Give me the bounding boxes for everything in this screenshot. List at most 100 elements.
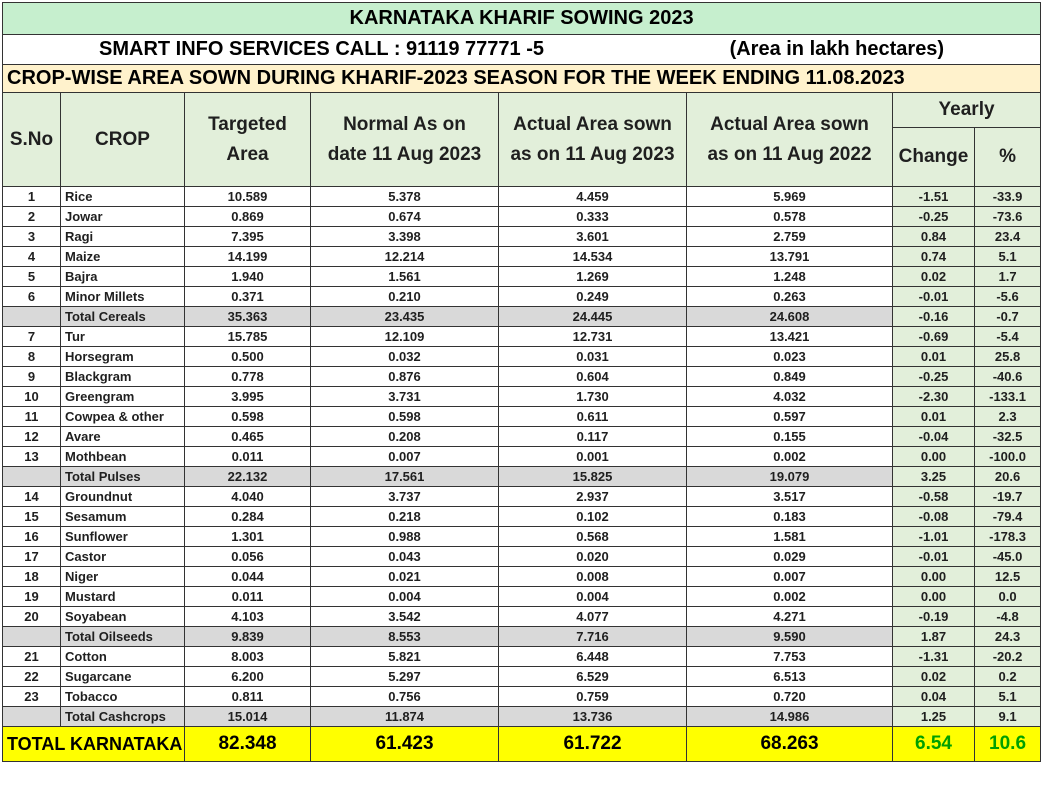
row-normal: 3.542 <box>310 606 499 627</box>
row-normal: 0.043 <box>310 546 499 567</box>
row-sno: 19 <box>2 586 61 607</box>
row-actual-2023: 0.102 <box>498 506 687 527</box>
row-actual-2022: 13.791 <box>686 246 893 267</box>
row-pct: 20.6 <box>973 466 1042 487</box>
row-sno: 16 <box>2 526 61 547</box>
row-normal: 5.821 <box>310 646 499 667</box>
row-crop: Cotton <box>60 646 185 667</box>
table-row: 17 Castor 0.056 0.043 0.020 0.029 -0.01 -45.0 <box>2 546 1042 567</box>
table-row: 11 Cowpea & other 0.598 0.598 0.611 0.597 0.01… <box>2 406 1042 427</box>
table-row: 3 Ragi 7.395 3.398 3.601 2.759 0.84 23.4 <box>2 226 1042 247</box>
row-sno: 23 <box>2 686 61 707</box>
table-row: 2 Jowar 0.869 0.674 0.333 0.578 -0.25 -73.6 <box>2 206 1042 227</box>
row-actual-2022: 0.002 <box>686 446 893 467</box>
row-actual-2022: 19.079 <box>686 466 893 487</box>
row-sno: 21 <box>2 646 61 667</box>
row-targeted: 9.839 <box>184 626 311 647</box>
row-actual-2022: 9.590 <box>686 626 893 647</box>
row-actual-2023: 0.604 <box>498 366 687 387</box>
row-change: 3.25 <box>892 466 975 487</box>
row-normal: 5.378 <box>310 186 499 207</box>
row-actual-2023: 3.601 <box>498 226 687 247</box>
row-targeted: 0.778 <box>184 366 311 387</box>
row-crop: Niger <box>60 566 185 587</box>
row-actual-2023: 0.001 <box>498 446 687 467</box>
row-pct: 9.1 <box>973 706 1042 727</box>
col-header-targeted: Targeted Area <box>184 92 311 187</box>
row-actual-2022: 1.248 <box>686 266 893 287</box>
row-crop: Sunflower <box>60 526 185 547</box>
row-actual-2022: 0.597 <box>686 406 893 427</box>
row-targeted: 0.056 <box>184 546 311 567</box>
table-row: 20 Soyabean 4.103 3.542 4.077 4.271 -0.19 -4.8 <box>2 606 1042 627</box>
table-row: 15 Sesamum 0.284 0.218 0.102 0.183 -0.08 -79.4 <box>2 506 1042 527</box>
row-targeted: 3.995 <box>184 386 311 407</box>
row-crop: Total Pulses <box>60 466 185 487</box>
row-sno: 22 <box>2 666 61 687</box>
row-normal: 0.988 <box>310 526 499 547</box>
row-sno: 10 <box>2 386 61 407</box>
table-row: 8 Horsegram 0.500 0.032 0.031 0.023 0.01 25.8 <box>2 346 1042 367</box>
row-actual-2022: 4.032 <box>686 386 893 407</box>
row-actual-2022: 0.029 <box>686 546 893 567</box>
row-pct: -178.3 <box>973 526 1042 547</box>
row-sno: 7 <box>2 326 61 347</box>
row-pct: -5.4 <box>973 326 1042 347</box>
row-change: 0.84 <box>892 226 975 247</box>
row-normal: 1.561 <box>310 266 499 287</box>
row-change: -0.25 <box>892 366 975 387</box>
row-normal: 12.214 <box>310 246 499 267</box>
row-actual-2022: 6.513 <box>686 666 893 687</box>
row-crop: Maize <box>60 246 185 267</box>
row-crop: Avare <box>60 426 185 447</box>
row-crop: Mustard <box>60 586 185 607</box>
row-crop: Mothbean <box>60 446 185 467</box>
row-targeted: 15.785 <box>184 326 311 347</box>
subtotal-row: Total Pulses 22.132 17.561 15.825 19.079 3.25… <box>2 466 1042 487</box>
row-actual-2023: 7.716 <box>498 626 687 647</box>
grand-total-actual-2023: 61.722 <box>498 726 687 762</box>
row-change: 1.87 <box>892 626 975 647</box>
row-targeted: 0.598 <box>184 406 311 427</box>
row-targeted: 10.589 <box>184 186 311 207</box>
row-normal: 0.208 <box>310 426 499 447</box>
row-actual-2023: 1.730 <box>498 386 687 407</box>
table-row: 18 Niger 0.044 0.021 0.008 0.007 0.00 12.5 <box>2 566 1042 587</box>
row-targeted: 35.363 <box>184 306 311 327</box>
row-sno: 5 <box>2 266 61 287</box>
row-actual-2023: 1.269 <box>498 266 687 287</box>
row-crop: Bajra <box>60 266 185 287</box>
row-change: -0.58 <box>892 486 975 507</box>
row-crop: Minor Millets <box>60 286 185 307</box>
row-change: 0.74 <box>892 246 975 267</box>
grand-total-row: TOTAL KARNATAKA 82.348 61.423 61.722 68.… <box>2 726 1042 762</box>
row-normal: 0.032 <box>310 346 499 367</box>
row-sno: 1 <box>2 186 61 207</box>
row-normal: 0.021 <box>310 566 499 587</box>
table-row: 4 Maize 14.199 12.214 14.534 13.791 0.74 5.1 <box>2 246 1042 267</box>
row-sno: 15 <box>2 506 61 527</box>
row-sno: 12 <box>2 426 61 447</box>
table-row: 6 Minor Millets 0.371 0.210 0.249 0.263 -0.01-… <box>2 286 1042 307</box>
row-change: -0.25 <box>892 206 975 227</box>
row-actual-2023: 6.529 <box>498 666 687 687</box>
row-actual-2023: 4.459 <box>498 186 687 207</box>
row-actual-2022: 0.849 <box>686 366 893 387</box>
row-targeted: 6.200 <box>184 666 311 687</box>
units-note: (Area in lakh hectares) <box>686 34 1042 65</box>
row-normal: 0.210 <box>310 286 499 307</box>
row-pct: 1.7 <box>973 266 1042 287</box>
row-actual-2022: 2.759 <box>686 226 893 247</box>
row-actual-2022: 0.002 <box>686 586 893 607</box>
table-row: 13 Mothbean 0.011 0.007 0.001 0.002 0.00 -100.0 <box>2 446 1042 467</box>
row-change: -0.16 <box>892 306 975 327</box>
table-row: 22 Sugarcane 6.200 5.297 6.529 6.513 0.02 0.2 <box>2 666 1042 687</box>
row-actual-2023: 0.008 <box>498 566 687 587</box>
row-change: 0.00 <box>892 566 975 587</box>
row-targeted: 1.301 <box>184 526 311 547</box>
row-change: -0.04 <box>892 426 975 447</box>
row-normal: 11.874 <box>310 706 499 727</box>
row-crop: Ragi <box>60 226 185 247</box>
row-actual-2022: 14.986 <box>686 706 893 727</box>
table-row: 19 Mustard 0.011 0.004 0.004 0.002 0.00 0.0 <box>2 586 1042 607</box>
